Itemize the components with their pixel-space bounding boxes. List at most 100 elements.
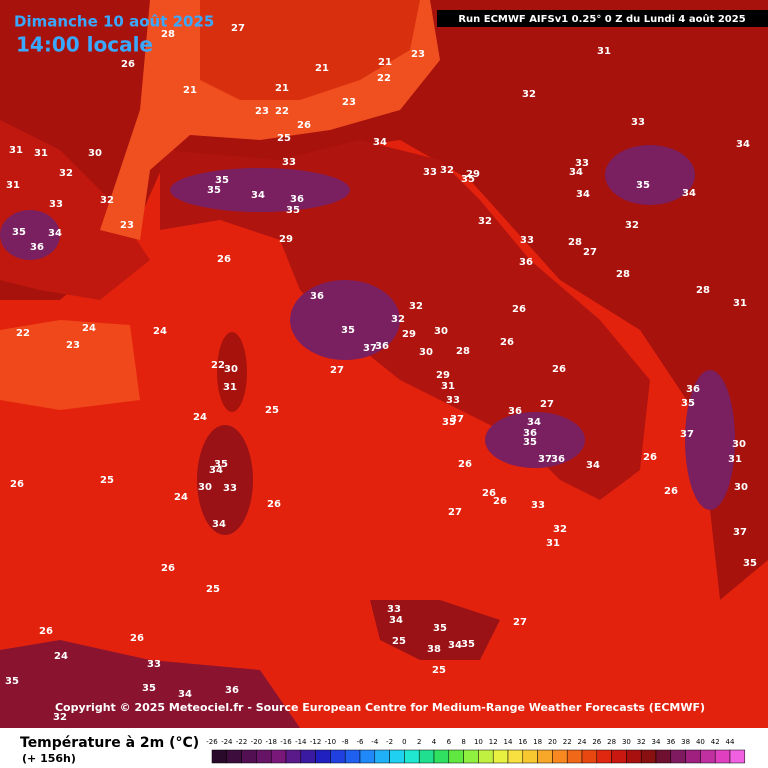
legend-tick: -26 (206, 738, 218, 746)
temp-label: 28 (568, 237, 582, 248)
color-swatch (507, 749, 524, 764)
temp-label: 35 (142, 683, 156, 694)
temp-label: 35 (461, 174, 475, 185)
temp-label: 33 (387, 604, 401, 615)
temp-label: 33 (446, 395, 460, 406)
hot-area (605, 145, 695, 205)
temp-label: 31 (733, 298, 747, 309)
legend-tick: 30 (622, 738, 631, 746)
legend-tick: 0 (402, 738, 406, 746)
temp-label: 35 (286, 205, 300, 216)
temp-label: 27 (540, 399, 554, 410)
temp-label: 35 (5, 676, 19, 687)
color-swatch (670, 749, 686, 764)
temp-label: 27 (231, 23, 245, 34)
corsica (217, 332, 247, 412)
legend-title: Température à 2m (°C) (20, 735, 199, 751)
legend-tick: 32 (637, 738, 646, 746)
legend-tick: -24 (221, 738, 233, 746)
temp-label: 34 (527, 417, 541, 428)
temp-label: 29 (436, 370, 450, 381)
temp-label: 26 (161, 563, 175, 574)
temp-label: 32 (53, 712, 67, 723)
color-swatch (448, 749, 464, 764)
temp-label: 32 (409, 301, 423, 312)
temp-label: 32 (478, 216, 492, 227)
temp-label: 27 (330, 365, 344, 376)
temp-label: 28 (696, 285, 710, 296)
temp-label: 30 (198, 482, 212, 493)
legend-tick: -20 (251, 738, 262, 746)
temp-label: 37 (538, 454, 552, 465)
temp-label: 33 (423, 167, 437, 178)
temp-label: 37 (450, 414, 464, 425)
temp-label: 34 (569, 167, 583, 178)
color-swatch (285, 749, 302, 764)
copyright: Copyright © 2025 Meteociel.fr - Source E… (55, 701, 705, 714)
temp-label: 36 (519, 257, 533, 268)
color-swatch (300, 749, 316, 764)
temp-label: 36 (523, 428, 537, 439)
legend-tick: 14 (504, 738, 513, 746)
hot-area (290, 280, 400, 360)
color-swatch (492, 749, 509, 764)
legend-tick: -8 (342, 738, 349, 746)
temp-label: 25 (206, 584, 220, 595)
temp-label: 35 (461, 639, 475, 650)
temp-label: 31 (597, 46, 611, 57)
temp-label: 28 (161, 29, 175, 40)
legend-tick: 8 (461, 738, 465, 746)
color-swatch (611, 749, 627, 764)
temp-label: 30 (734, 482, 748, 493)
legend-tick: 2 (417, 738, 421, 746)
legend-tick: -2 (386, 738, 393, 746)
temp-label: 24 (153, 326, 167, 337)
hot-area (685, 370, 735, 510)
sardinia (197, 425, 253, 535)
temp-label: 25 (265, 405, 279, 416)
legend-tick: 44 (726, 738, 735, 746)
temp-label: 31 (34, 148, 48, 159)
warm-patch (0, 320, 140, 410)
temp-label: 23 (255, 106, 269, 117)
legend-tick: 40 (696, 738, 705, 746)
temp-label: 24 (82, 323, 96, 334)
temp-label: 35 (341, 325, 355, 336)
legend-tick: -16 (280, 738, 292, 746)
temp-label: 35 (442, 417, 456, 428)
hot-area (485, 412, 585, 468)
temp-label: 26 (267, 499, 281, 510)
temp-label: 37 (733, 527, 747, 538)
temp-label: 30 (88, 148, 102, 159)
temp-label: 30 (419, 347, 433, 358)
temp-label: 35 (215, 175, 229, 186)
temp-label: 26 (552, 364, 566, 375)
temp-label: 23 (66, 340, 80, 351)
color-swatch (433, 749, 450, 764)
legend-tick: 12 (489, 738, 498, 746)
temp-label: 36 (225, 685, 239, 696)
temp-label: 29 (279, 234, 293, 245)
color-swatch (729, 749, 746, 764)
color-swatch (226, 749, 242, 764)
sicily (370, 600, 500, 660)
temp-label: 25 (392, 636, 406, 647)
temp-label: 33 (282, 157, 296, 168)
temp-label: 36 (290, 194, 304, 205)
hot-area (170, 168, 350, 212)
temp-label: 34 (251, 190, 265, 201)
temp-label: 21 (315, 63, 329, 74)
temp-label: 35 (743, 558, 757, 569)
temp-label: 33 (575, 158, 589, 169)
color-swatch (315, 749, 331, 764)
legend-tick: 6 (447, 738, 452, 746)
temp-label: 22 (16, 328, 30, 339)
temp-label: 31 (223, 382, 237, 393)
temp-label: 35 (636, 180, 650, 191)
temp-label: 35 (214, 459, 228, 470)
color-swatch (566, 749, 583, 764)
temp-label: 33 (223, 483, 237, 494)
temp-label: 26 (458, 459, 472, 470)
legend-tick: -4 (371, 738, 379, 746)
